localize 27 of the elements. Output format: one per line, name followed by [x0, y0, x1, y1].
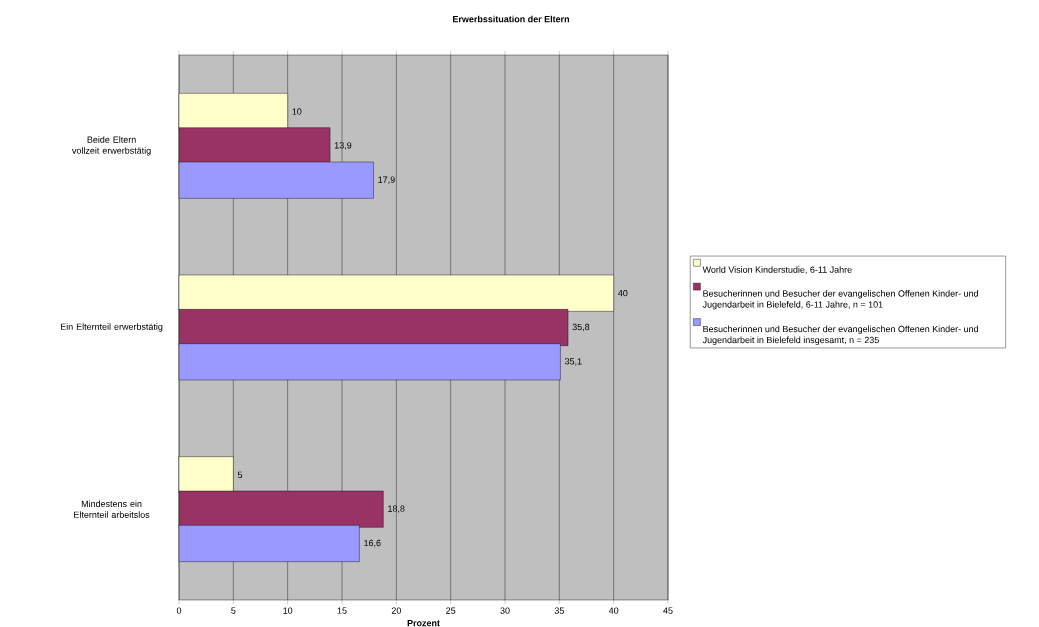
y-tick-label: Ein Elternteil erwerbstätig — [60, 323, 163, 332]
x-axis-title: Prozent — [407, 619, 440, 627]
x-tick-label: 0 — [176, 607, 182, 614]
x-tick-label: 5 — [231, 607, 236, 614]
data-label: 13,9 — [334, 142, 352, 150]
x-tick-label: 15 — [337, 607, 347, 614]
y-tick-label: Mindestens ein Elternteil arbeitslos — [74, 500, 150, 518]
data-label: 18,8 — [388, 505, 405, 513]
legend-label: World Vision Kinderstudie, 6-11 Jahre — [702, 266, 852, 274]
data-label: 10 — [292, 108, 302, 115]
data-label: 35,8 — [572, 323, 590, 332]
x-tick-label: 40 — [608, 607, 619, 614]
data-label: 16,6 — [364, 539, 381, 548]
x-tick-label: 10 — [283, 607, 293, 614]
x-tick-label: 45 — [663, 607, 673, 614]
y-tick-label: Beide Eltern vollzeit erwerbstätig — [71, 136, 151, 156]
data-label: 35,1 — [564, 358, 582, 366]
data-label: 17,9 — [378, 176, 395, 184]
chart-title: Erwerbssituation der Eltern — [453, 15, 569, 23]
legend-label: Besucherinnen und Besucher der evangelischen Offenen Kinder- und Jugendarbeit in Bielefeld, 6-11 Jahre, n = 101 — [702, 290, 978, 310]
legend-label: Besucherinnen und Besucher der evangelischen Offenen Kinder- und Jugendarbeit in Bielefeld insgesamt, n = 235 — [702, 325, 978, 345]
x-tick-label: 20 — [391, 607, 401, 614]
data-label: 5 — [237, 471, 243, 478]
x-tick-label: 25 — [446, 607, 456, 614]
data-label: 40 — [618, 289, 628, 297]
x-tick-label: 35 — [554, 607, 564, 614]
x-tick-label: 30 — [500, 607, 510, 614]
